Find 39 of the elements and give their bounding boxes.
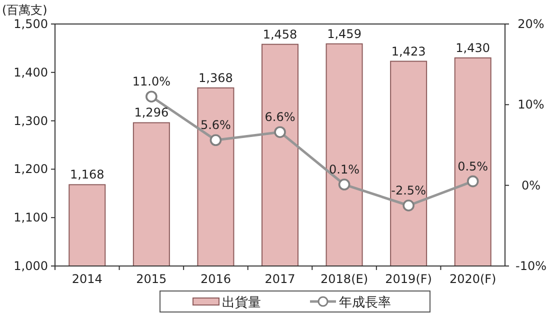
data-label: 1,368: [198, 70, 233, 85]
x-tick-label: 2018(E): [320, 272, 368, 286]
y-tick-label: 1,100: [14, 210, 48, 225]
point: [466, 175, 479, 188]
y2-tick-label: 20%: [518, 17, 544, 31]
y-tick-label: 1,300: [14, 114, 48, 128]
data-label: 0.5%: [458, 159, 488, 174]
x-tick-label: 2014: [72, 272, 102, 286]
data-label: -2.5%: [391, 184, 426, 198]
x-tick-label: 2016: [200, 272, 231, 286]
y2-tick-label: 0%: [521, 178, 541, 192]
y-axis-title: (百萬支): [2, 3, 48, 17]
y-tick-label: 1,000: [14, 259, 48, 273]
x-tick-label: 2020(F): [449, 272, 496, 286]
x-tick-label: 2019(F): [385, 272, 432, 286]
point: [338, 178, 350, 190]
legend-label: 年成長率: [339, 294, 391, 310]
y2-tick-label: -10%: [515, 259, 547, 273]
data-label: 5.6%: [200, 118, 231, 132]
y-tick-label: 1,500: [14, 17, 48, 31]
data-label: 0.1%: [329, 162, 360, 177]
data-label: 1,296: [134, 106, 169, 120]
y-tick-label: 1,200: [14, 162, 48, 176]
point: [402, 200, 414, 212]
data-label: 1,423: [391, 44, 426, 58]
data-label: 11.0%: [132, 74, 170, 89]
legend-label: 出貨量: [222, 296, 261, 310]
data-label: 6.6%: [264, 110, 296, 124]
data-label: 1,430: [456, 40, 490, 55]
point: [210, 134, 222, 146]
data-label: 1,168: [70, 168, 104, 182]
point: [274, 126, 286, 138]
point: [146, 90, 158, 102]
x-tick-label: 2015: [136, 272, 167, 286]
y-tick-label: 1,400: [14, 65, 48, 80]
data-label: 1,458: [262, 27, 298, 42]
y2-tick-label: 10%: [518, 98, 544, 112]
data-label: 1,459: [327, 26, 362, 41]
x-tick-label: 2017: [264, 272, 296, 286]
